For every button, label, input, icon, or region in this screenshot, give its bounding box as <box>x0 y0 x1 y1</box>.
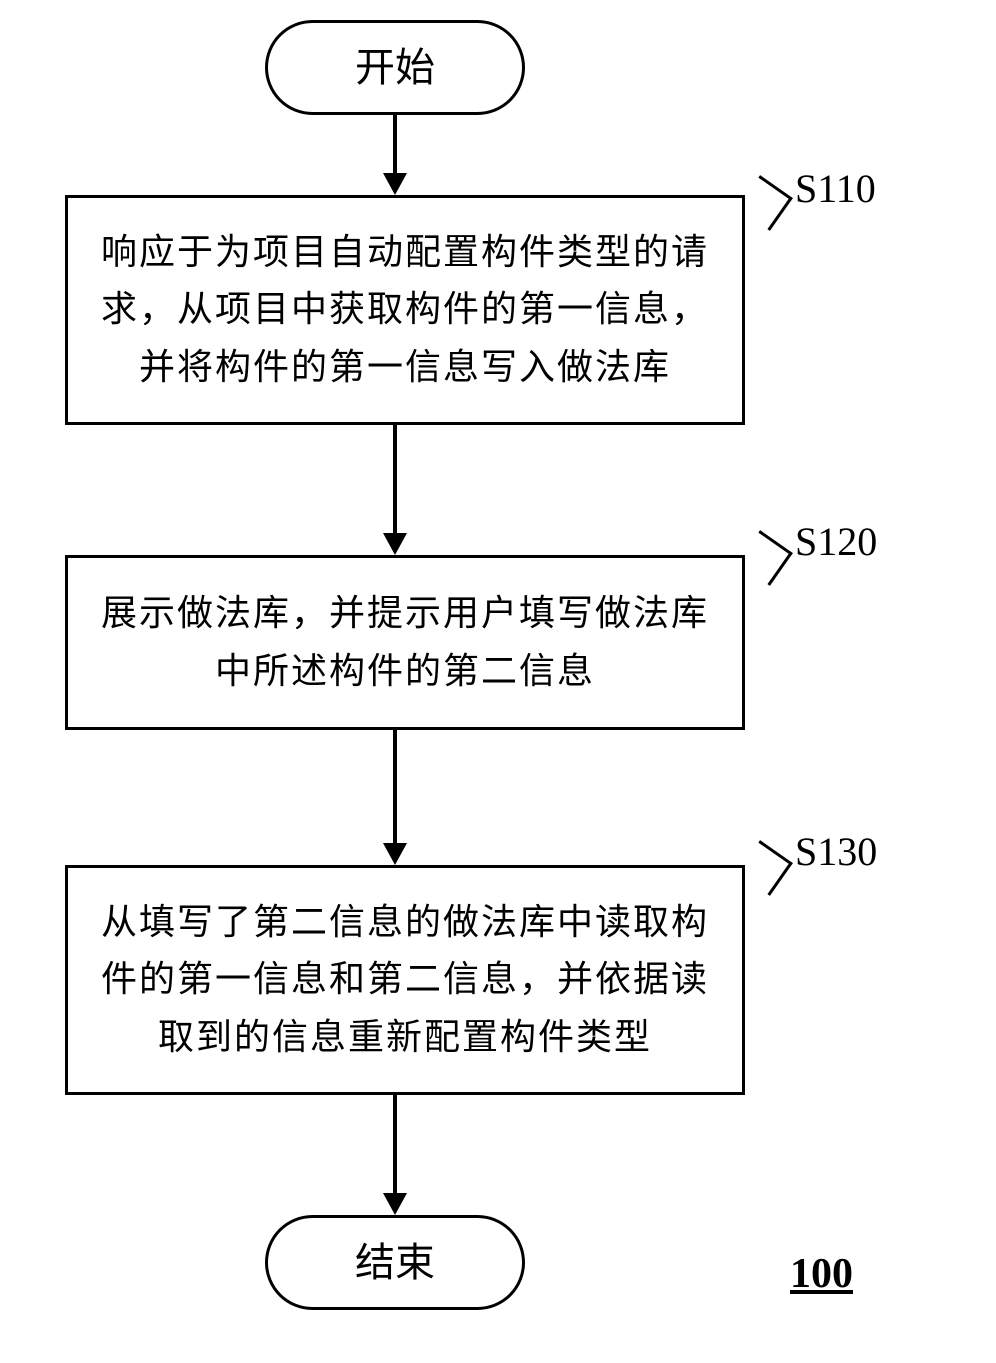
start-node: 开始 <box>265 20 525 115</box>
end-node: 结束 <box>265 1215 525 1310</box>
edge-s120-s130 <box>393 730 397 847</box>
arrowhead-2 <box>383 533 407 555</box>
process-s110-text: 响应于为项目自动配置构件类型的请求，从项目中获取构件的第一信息，并将构件的第一信… <box>98 224 712 397</box>
step-label-s110: S110 <box>795 165 876 212</box>
edge-s110-s120 <box>393 425 397 537</box>
process-s130: 从填写了第二信息的做法库中读取构件的第一信息和第二信息，并依据读取到的信息重新配… <box>65 865 745 1095</box>
callout-s120 <box>737 530 793 586</box>
callout-s110 <box>737 175 793 231</box>
diagram-id: 100 <box>790 1250 853 1298</box>
callout-s130 <box>737 840 793 896</box>
start-label: 开始 <box>355 48 435 88</box>
edge-start-s110 <box>393 115 397 177</box>
process-s120-text: 展示做法库，并提示用户填写做法库中所述构件的第二信息 <box>98 585 712 700</box>
process-s120: 展示做法库，并提示用户填写做法库中所述构件的第二信息 <box>65 555 745 730</box>
arrowhead-1 <box>383 173 407 195</box>
end-label: 结束 <box>355 1243 435 1283</box>
step-label-s120: S120 <box>795 518 877 565</box>
process-s110: 响应于为项目自动配置构件类型的请求，从项目中获取构件的第一信息，并将构件的第一信… <box>65 195 745 425</box>
arrowhead-3 <box>383 843 407 865</box>
edge-s130-end <box>393 1095 397 1197</box>
arrowhead-4 <box>383 1193 407 1215</box>
process-s130-text: 从填写了第二信息的做法库中读取构件的第一信息和第二信息，并依据读取到的信息重新配… <box>98 894 712 1067</box>
step-label-s130: S130 <box>795 828 877 875</box>
